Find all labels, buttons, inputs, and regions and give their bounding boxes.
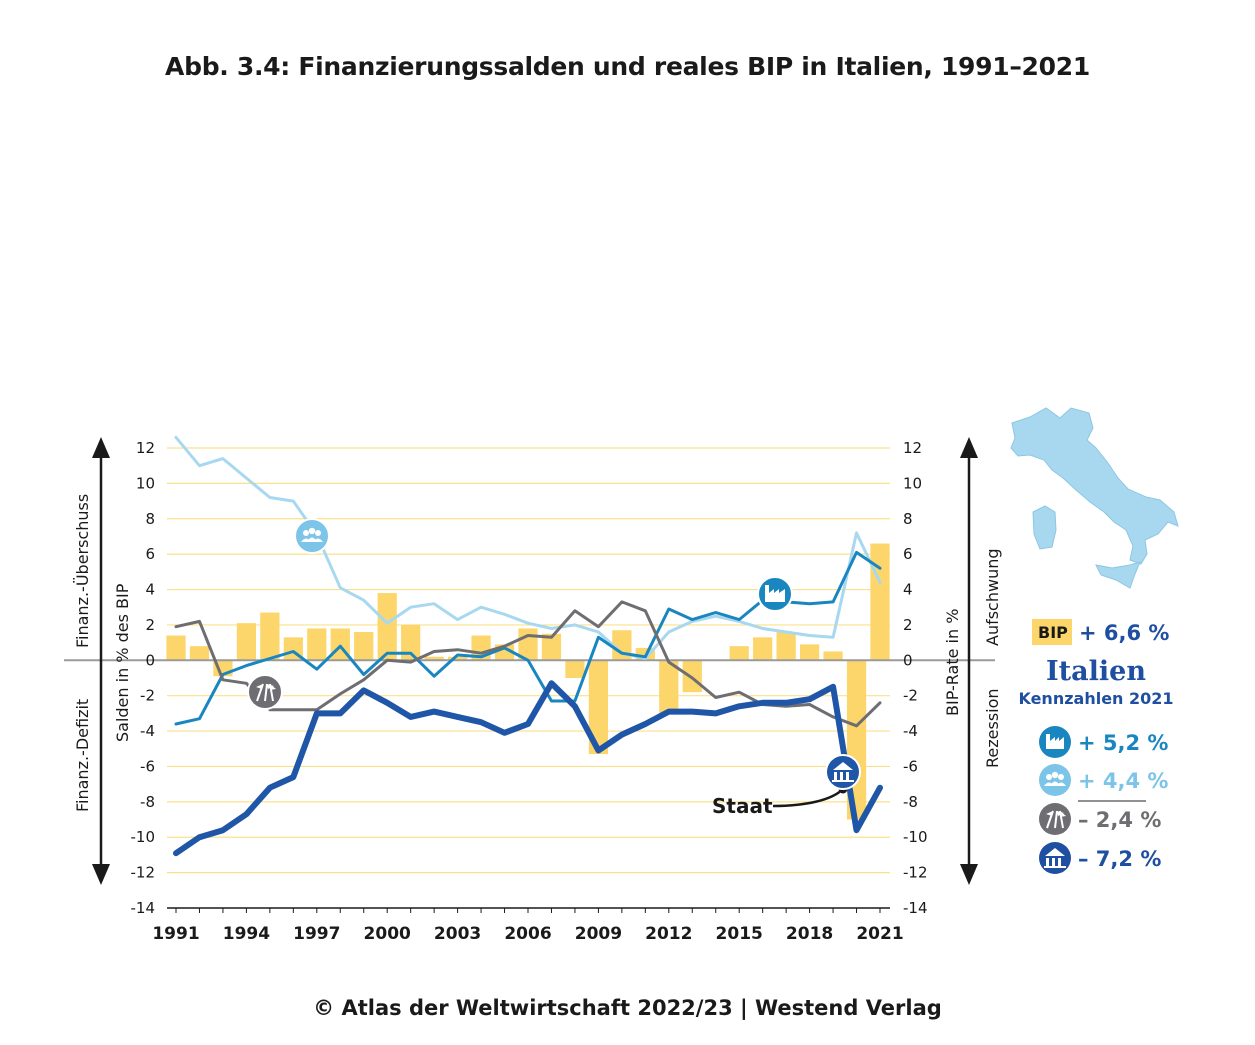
corporations-value: + 5,2 % <box>1078 731 1168 755</box>
y-tick-right: -8 <box>903 793 918 811</box>
key-figures-panel: BIP + 6,6 % Italien Kennzahlen 2021 + 5,… <box>1018 619 1174 874</box>
series-line-abroad <box>174 600 882 728</box>
bip-bar <box>776 632 796 661</box>
bip-bar <box>870 543 890 661</box>
grid-lines <box>167 447 890 874</box>
x-tick-label: 2006 <box>504 924 551 944</box>
series-line-households <box>174 435 882 660</box>
x-tick-label: 1991 <box>152 924 199 944</box>
bip-bar <box>541 633 562 661</box>
y-tick-right: 4 <box>903 581 913 599</box>
y-tick-right: -2 <box>903 687 918 705</box>
bip-bar <box>260 612 280 661</box>
factory-icon <box>757 576 793 612</box>
x-tick-label: 2003 <box>434 924 481 944</box>
label-aufschwung: Aufschwung <box>983 548 1002 646</box>
y-tick-right: 10 <box>903 474 922 492</box>
y-tick-left: -14 <box>131 899 156 917</box>
y-tick-left: -2 <box>140 687 155 705</box>
y-tick-right: -10 <box>903 828 928 846</box>
y-tick-left: -12 <box>131 864 156 882</box>
bip-badge-label: BIP <box>1038 623 1068 642</box>
y-tick-right: -4 <box>903 722 918 740</box>
right-axis-label: BIP-Rate in % <box>943 609 962 716</box>
government-icon <box>1039 842 1071 874</box>
factory-icon <box>1039 726 1071 758</box>
bip-value: + 6,6 % <box>1079 621 1169 645</box>
bip-bar <box>588 660 609 755</box>
y-tick-left: 6 <box>145 545 155 563</box>
bip-bar <box>307 628 327 661</box>
bip-bar <box>236 623 257 661</box>
staat-annotation: Staat <box>712 784 848 818</box>
abroad-value: – 2,4 % <box>1078 808 1161 832</box>
left-axis-label: Salden in % des BIP <box>113 583 132 742</box>
bip-bar <box>377 593 397 661</box>
x-tick-label: 2000 <box>364 924 411 944</box>
bip-badge-bg <box>1032 619 1072 645</box>
y-tick-left: -4 <box>140 722 155 740</box>
bip-bar <box>447 656 468 661</box>
y-tick-right: -6 <box>903 757 918 775</box>
staat-label: Staat <box>712 794 773 818</box>
x-tick-label: 1994 <box>223 924 270 944</box>
bip-bar <box>565 660 585 678</box>
panel-subtitle: Kennzahlen 2021 <box>1018 689 1173 708</box>
label-rezession: Rezession <box>983 688 1002 768</box>
footer-credit: © Atlas der Weltwirtschaft 2022/23 | Wes… <box>313 996 942 1020</box>
bip-bar <box>753 637 773 661</box>
bip-bar <box>424 656 444 661</box>
bip-bar <box>729 646 749 661</box>
y-tick-left: 8 <box>145 510 155 528</box>
label-finanz-ueberschuss: Finanz.-Überschuss <box>73 494 92 648</box>
bip-bar <box>659 660 679 714</box>
y-tick-left: -8 <box>140 793 155 811</box>
y-tick-left: 2 <box>145 616 155 634</box>
bip-bar <box>354 632 374 661</box>
right-arrow <box>960 437 978 885</box>
italy-map <box>1010 407 1179 589</box>
x-tick-label: 2012 <box>645 924 692 944</box>
left-arrow <box>92 437 110 885</box>
government-value: – 7,2 % <box>1078 847 1161 871</box>
y-tick-right: 2 <box>903 616 913 634</box>
y-tick-left: -10 <box>131 828 156 846</box>
y-tick-right: 8 <box>903 510 913 528</box>
households-value: + 4,4 % <box>1078 769 1168 793</box>
y-tick-left: 4 <box>145 581 155 599</box>
y-tick-left: -6 <box>140 757 155 775</box>
panel-title: Italien <box>1046 656 1146 687</box>
x-tick-label: 2015 <box>716 924 763 944</box>
y-tick-left: 0 <box>145 651 155 669</box>
y-tick-right: 0 <box>903 651 913 669</box>
axis-ticks: 12 12 10 10 8 8 6 6 4 4 2 2 0 0 -2 -2 -4 -4 -6 -6 -8 -8 -10 -10… <box>131 439 928 944</box>
households-icon <box>294 518 330 554</box>
bip-bar <box>799 644 820 661</box>
label-finanz-defizit: Finanz.-Defizit <box>73 699 92 812</box>
abroad-icon <box>247 674 283 710</box>
bip-bar <box>401 624 421 661</box>
series-line-government <box>173 680 883 857</box>
x-tick-label: 1997 <box>293 924 340 944</box>
y-tick-right: 12 <box>903 439 922 457</box>
abroad-icon <box>1039 803 1071 835</box>
y-tick-left: 10 <box>136 474 155 492</box>
x-tick-label: 2018 <box>786 924 833 944</box>
y-tick-right: -12 <box>903 864 928 882</box>
page-title: Abb. 3.4: Finanzierungssalden und reales… <box>165 52 1090 81</box>
government-icon <box>825 754 861 790</box>
bip-bar <box>166 635 186 661</box>
y-tick-left: 12 <box>136 439 155 457</box>
bip-bar <box>189 646 210 661</box>
x-tick-label: 2009 <box>575 924 622 944</box>
x-tick-label: 2021 <box>856 924 903 944</box>
y-tick-right: -14 <box>903 899 928 917</box>
bip-bar <box>823 651 843 661</box>
households-icon <box>1039 764 1071 796</box>
y-tick-right: 6 <box>903 545 913 563</box>
